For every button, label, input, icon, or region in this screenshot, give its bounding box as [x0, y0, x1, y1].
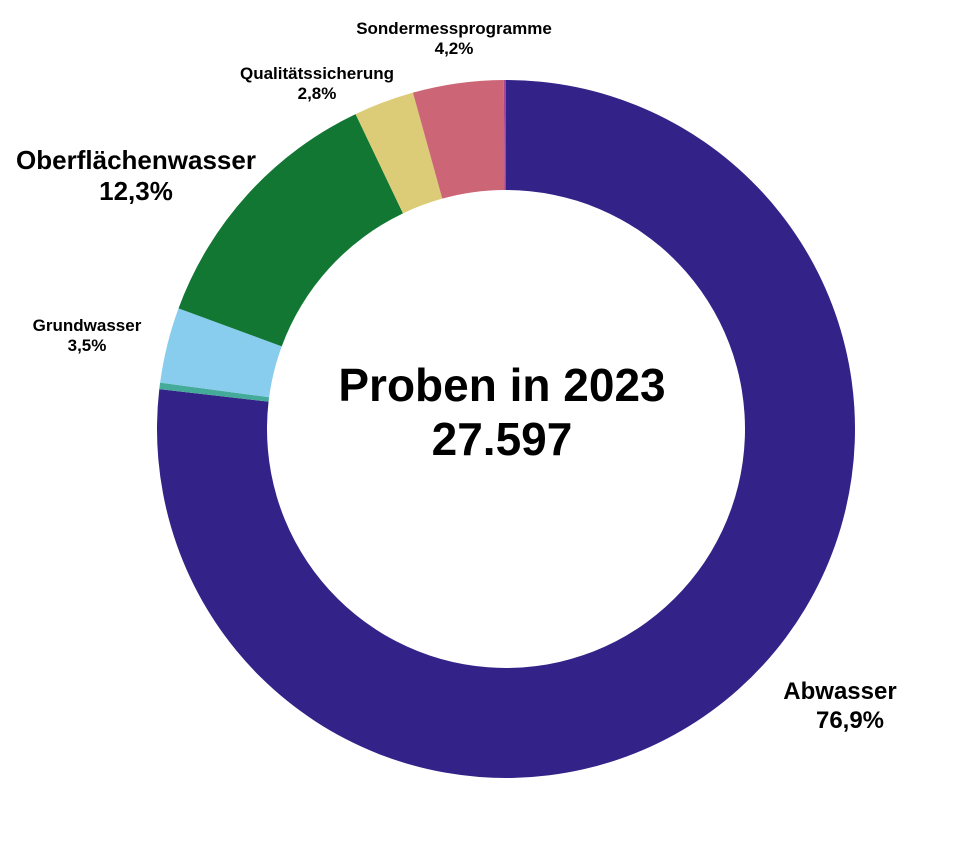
- label-abwasser: Abwasser 76,9%: [755, 678, 925, 736]
- slice-unlabeled-1: [159, 382, 270, 402]
- slice-oberflächenwasser: [178, 114, 403, 347]
- slice-sondermessprogramme: [412, 80, 505, 199]
- label-oberflaechenwasser: Oberflächenwasser 12,3%: [0, 145, 272, 207]
- label-qualitaetssicherung: Qualitätssicherung 2,8%: [212, 64, 422, 105]
- label-qualitaetssicherung-value: 2,8%: [297, 84, 337, 104]
- label-abwasser-value: 76,9%: [815, 706, 885, 734]
- slice-unlabeled-6: [503, 80, 506, 191]
- label-sondermessprogramme-name: Sondermessprogramme: [356, 19, 552, 38]
- slice-grundwasser: [160, 308, 282, 398]
- label-grundwasser: Grundwasser 3,5%: [12, 316, 162, 357]
- label-sondermessprogramme: Sondermessprogramme 4,2%: [333, 19, 575, 60]
- center-title: Proben in 2023: [338, 359, 666, 411]
- label-sondermessprogramme-value: 4,2%: [434, 39, 474, 59]
- center-label: Proben in 2023 27.597: [302, 358, 702, 467]
- slice-abwasser: [156, 80, 855, 778]
- label-grundwasser-value: 3,5%: [67, 336, 107, 356]
- label-abwasser-name: Abwasser: [783, 678, 897, 705]
- center-total: 27.597: [431, 413, 573, 466]
- slice-qualitätssicherung: [355, 92, 443, 214]
- label-oberflaechenwasser-value: 12,3%: [99, 176, 173, 207]
- label-qualitaetssicherung-name: Qualitätssicherung: [240, 64, 394, 83]
- label-grundwasser-name: Grundwasser: [32, 316, 142, 335]
- label-oberflaechenwasser-name: Oberflächenwasser: [16, 145, 256, 175]
